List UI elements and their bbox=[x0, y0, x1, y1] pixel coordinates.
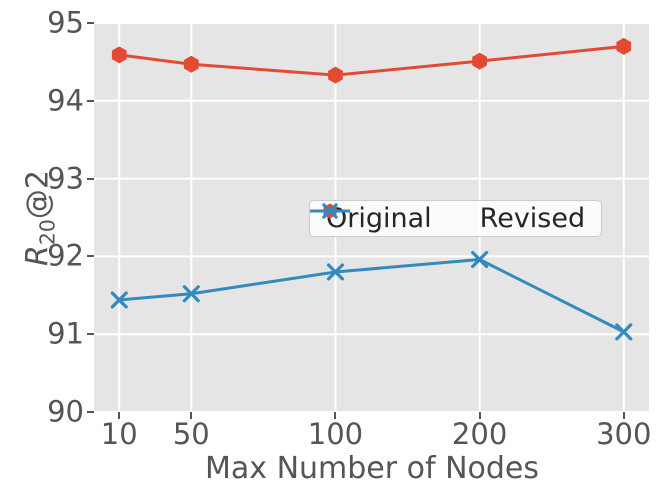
y-axis-label-subscript: 20 bbox=[35, 219, 60, 246]
x-tick-label-50: 50 bbox=[172, 417, 210, 451]
legend: Original Revised bbox=[309, 200, 603, 237]
series-revised bbox=[110, 250, 633, 341]
legend-item-revised: Revised bbox=[310, 203, 586, 234]
y-tick-mark-91 bbox=[87, 333, 94, 336]
x-tick-mark-100 bbox=[334, 412, 337, 419]
y-tick-mark-90 bbox=[87, 411, 94, 413]
hexagon-marker bbox=[183, 55, 199, 73]
y-tick-mark-94 bbox=[87, 99, 94, 102]
x-tick-mark-50 bbox=[190, 412, 193, 419]
x-axis-label: Max Number of Nodes bbox=[205, 451, 539, 486]
x-marker-stroke bbox=[471, 250, 489, 269]
y-axis-label-suffix: @2 bbox=[20, 170, 56, 220]
x-tick-label-10: 10 bbox=[100, 417, 138, 451]
x-marker-stroke bbox=[182, 285, 200, 303]
legend-label-revised: Revised bbox=[479, 203, 586, 234]
y-axis-label-base: R bbox=[20, 245, 56, 266]
plot-canvas bbox=[94, 22, 649, 413]
y-tick-label-95: 95 bbox=[47, 5, 84, 40]
y-tick-mark-93 bbox=[87, 177, 94, 180]
y-tick-label-93: 93 bbox=[47, 161, 84, 196]
y-tick-label-92: 92 bbox=[47, 238, 84, 273]
y-tick-mark-92 bbox=[87, 255, 94, 258]
x-tick-mark-300 bbox=[622, 412, 625, 419]
x-tick-mark-200 bbox=[478, 412, 481, 419]
hexagon-marker bbox=[111, 46, 127, 64]
y-tick-label-90: 90 bbox=[47, 394, 84, 429]
x-tick-label-200: 200 bbox=[451, 417, 508, 451]
x-marker-stroke bbox=[326, 263, 345, 281]
hexagon-marker bbox=[328, 66, 343, 84]
plot-area: Original Revised bbox=[94, 22, 649, 413]
x-tick-label-100: 100 bbox=[307, 417, 364, 451]
x-tick-label-300: 300 bbox=[596, 417, 652, 451]
hexagon-marker bbox=[616, 37, 632, 55]
y-tick-label-94: 94 bbox=[47, 83, 84, 118]
hexagon-marker bbox=[472, 52, 487, 70]
y-tick-mark-95 bbox=[87, 22, 94, 24]
y-tick-label-91: 91 bbox=[47, 316, 84, 351]
x-marker-stroke bbox=[110, 291, 128, 309]
series-original bbox=[111, 37, 632, 84]
x-marker-stroke bbox=[322, 203, 338, 219]
x-tick-mark-10 bbox=[118, 412, 121, 419]
y-axis-label: R20@2 bbox=[20, 170, 60, 266]
x-marker-stroke bbox=[615, 323, 633, 341]
revised-line-marker-icon bbox=[310, 203, 350, 219]
